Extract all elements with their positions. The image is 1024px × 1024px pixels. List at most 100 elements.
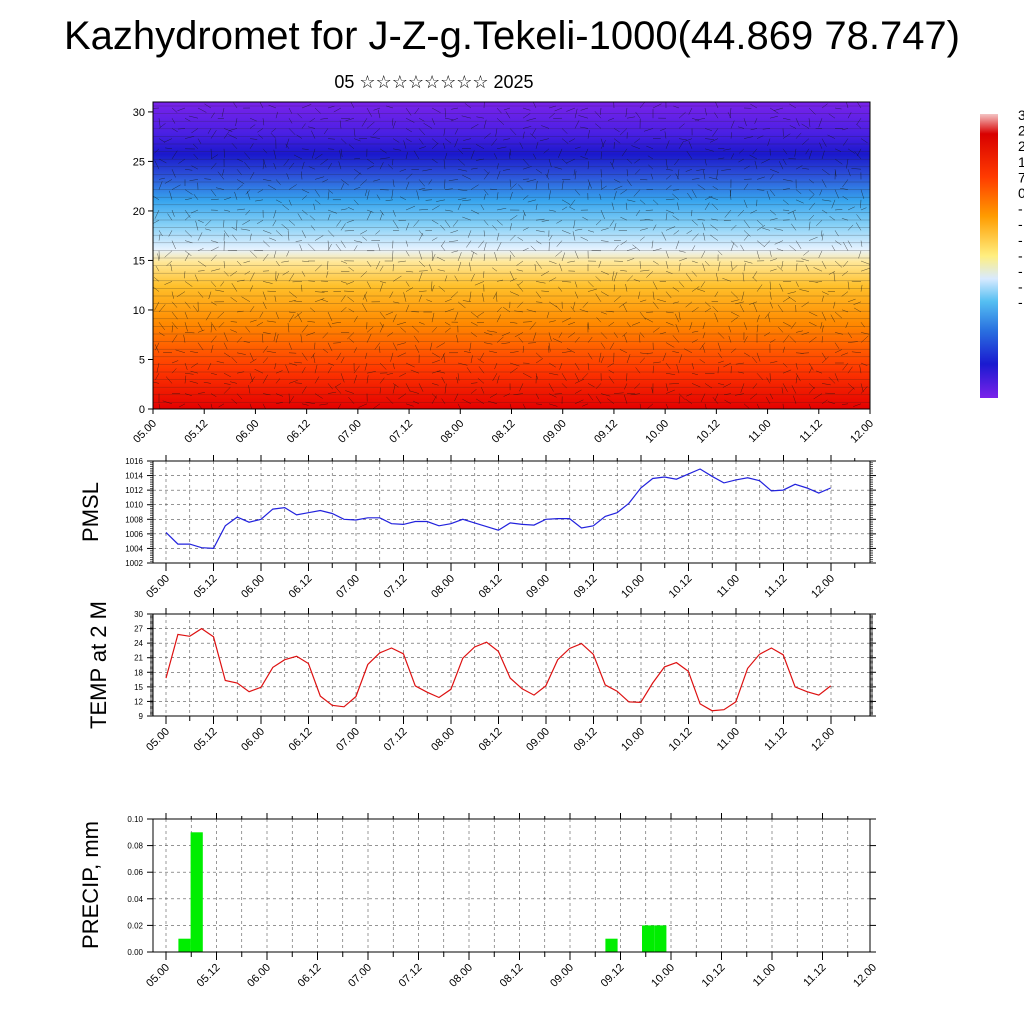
wind-barb — [379, 377, 385, 384]
wind-barb — [639, 228, 648, 231]
x-tick-label: 07.00 — [346, 962, 374, 990]
wind-barb — [842, 179, 849, 188]
wind-barb — [157, 253, 160, 262]
wind-barb — [769, 268, 777, 272]
wind-barb — [633, 279, 641, 282]
wind-barb — [769, 258, 777, 262]
wind-barb — [223, 197, 231, 201]
wind-barb — [483, 220, 489, 226]
wind-barb — [249, 117, 257, 122]
wind-barb — [309, 215, 316, 221]
wind-barb — [288, 107, 293, 114]
wind-barb — [659, 332, 667, 335]
wind-barb — [717, 261, 721, 272]
wind-barb — [197, 260, 207, 267]
wind-barb — [493, 291, 498, 299]
wind-barb — [777, 304, 784, 313]
wind-barb — [600, 151, 602, 160]
wind-barb — [462, 300, 472, 303]
wind-barb — [366, 371, 376, 374]
wind-barb — [197, 329, 205, 333]
wind-barb — [379, 157, 390, 160]
wind-barb — [405, 304, 410, 313]
wind-barb — [556, 219, 563, 224]
wind-barb — [454, 128, 459, 135]
wind-barb — [444, 220, 451, 228]
wind-barb — [184, 362, 188, 370]
y-tick-label: 0.04 — [127, 895, 143, 904]
wind-barb — [828, 376, 836, 384]
wind-barb — [634, 158, 641, 164]
precip-bar — [642, 925, 655, 952]
wind-barb — [444, 152, 448, 160]
wind-barb — [716, 169, 719, 180]
wind-barb — [158, 123, 166, 129]
wind-barb — [294, 361, 303, 364]
wind-barb — [622, 332, 628, 337]
wind-barb — [535, 240, 542, 245]
wind-barb — [561, 180, 564, 190]
wind-barb — [444, 321, 451, 326]
wind-barb — [256, 219, 264, 225]
wind-barb — [587, 161, 590, 170]
wind-barb — [273, 250, 277, 258]
wind-barb — [431, 118, 436, 125]
wind-barb — [184, 271, 186, 279]
wind-barb — [273, 209, 277, 219]
wind-barb — [392, 275, 402, 282]
wind-barb — [502, 168, 511, 171]
wind-barb — [782, 199, 789, 205]
wind-barb — [522, 126, 532, 129]
wind-barb — [737, 371, 745, 374]
wind-barb — [297, 113, 303, 119]
wind-barb — [782, 369, 792, 374]
wind-barb — [295, 382, 303, 384]
wind-barb — [730, 132, 732, 139]
y-tick-label: 27 — [134, 625, 143, 634]
wind-barb — [841, 309, 849, 313]
wind-barb — [483, 332, 493, 336]
wind-barb — [366, 211, 372, 221]
wind-barb — [456, 334, 459, 343]
wind-barb — [665, 291, 672, 299]
precip-bar — [654, 925, 667, 952]
wind-barb — [567, 260, 576, 263]
wind-barb — [600, 138, 604, 148]
wind-barb — [478, 366, 485, 374]
wind-barb — [194, 274, 199, 282]
wind-barb — [697, 184, 706, 190]
colorbar-label: 3 — [1018, 107, 1024, 123]
wind-barb — [343, 290, 355, 292]
wind-barb — [543, 148, 550, 154]
wind-barb — [548, 235, 553, 241]
wind-barb — [808, 189, 815, 195]
wind-barb — [392, 148, 402, 151]
wind-barb — [843, 241, 849, 251]
wind-barb — [860, 383, 864, 393]
wind-barb — [292, 281, 303, 283]
wind-barb — [288, 393, 290, 403]
x-tick-label: 07.12 — [397, 962, 425, 990]
wind-barb — [665, 198, 675, 201]
wind-barb — [391, 118, 394, 126]
wind-barb — [502, 306, 511, 313]
wind-barb — [418, 187, 426, 190]
y-tick-label: 0.10 — [127, 815, 143, 824]
wind-barb — [509, 278, 517, 282]
wind-barb — [595, 276, 602, 282]
x-tick-label: 08.12 — [477, 726, 505, 754]
wind-barb — [676, 202, 680, 211]
wind-barb — [444, 179, 446, 189]
wind-barb — [573, 169, 576, 176]
wind-barb — [340, 179, 349, 186]
wind-barb — [860, 138, 868, 144]
wind-barb — [808, 107, 816, 115]
wind-barb — [821, 356, 829, 364]
wind-barb — [480, 204, 485, 211]
wind-barb — [595, 293, 602, 302]
wind-barb — [262, 118, 265, 126]
wind-barb — [795, 330, 803, 333]
wind-barb — [457, 261, 462, 272]
wind-barb — [535, 168, 543, 174]
wind-barb — [787, 209, 797, 215]
